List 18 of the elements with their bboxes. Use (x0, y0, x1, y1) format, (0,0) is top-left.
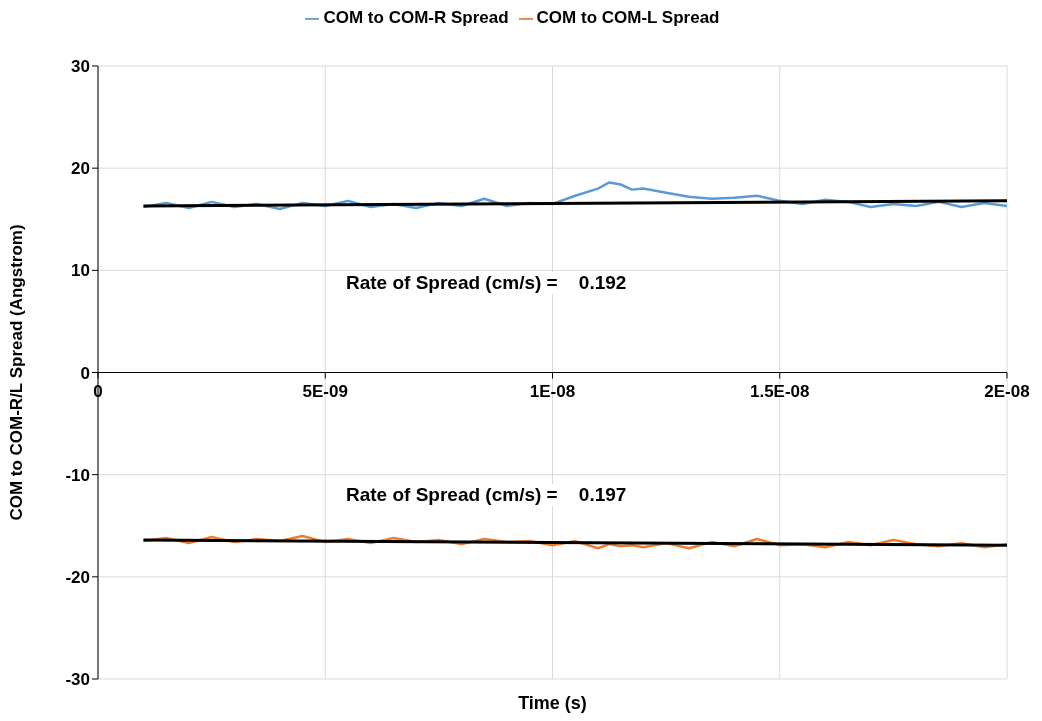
x-axis-title: Time (s) (518, 693, 587, 713)
y-tick-label: -10 (65, 465, 90, 485)
y-tick-label: 0 (80, 363, 90, 383)
legend-label: COM to COM-L Spread (536, 8, 720, 27)
x-tick-label: 1.5E-08 (749, 381, 810, 401)
y-axis-title: COM to COM-R/L Spread (Angstrom) (7, 224, 27, 521)
y-tick-label: -20 (65, 567, 90, 587)
y-tick-label: -30 (65, 670, 90, 690)
y-tick-label: 10 (71, 261, 90, 281)
y-tick-label: 30 (71, 57, 90, 77)
x-tick-label: 1E-08 (529, 381, 576, 401)
x-tick-label: 5E-09 (302, 381, 348, 401)
annotation: Rate of Spread (cm/s) = 0.192 (346, 272, 627, 295)
annotation: Rate of Spread (cm/s) = 0.197 (346, 483, 627, 506)
x-tick-label: 2E-08 (984, 381, 1030, 401)
legend-label: COM to COM-R Spread (323, 8, 509, 27)
y-tick-label: 20 (71, 159, 90, 179)
x-tick-label: 0 (93, 381, 103, 401)
